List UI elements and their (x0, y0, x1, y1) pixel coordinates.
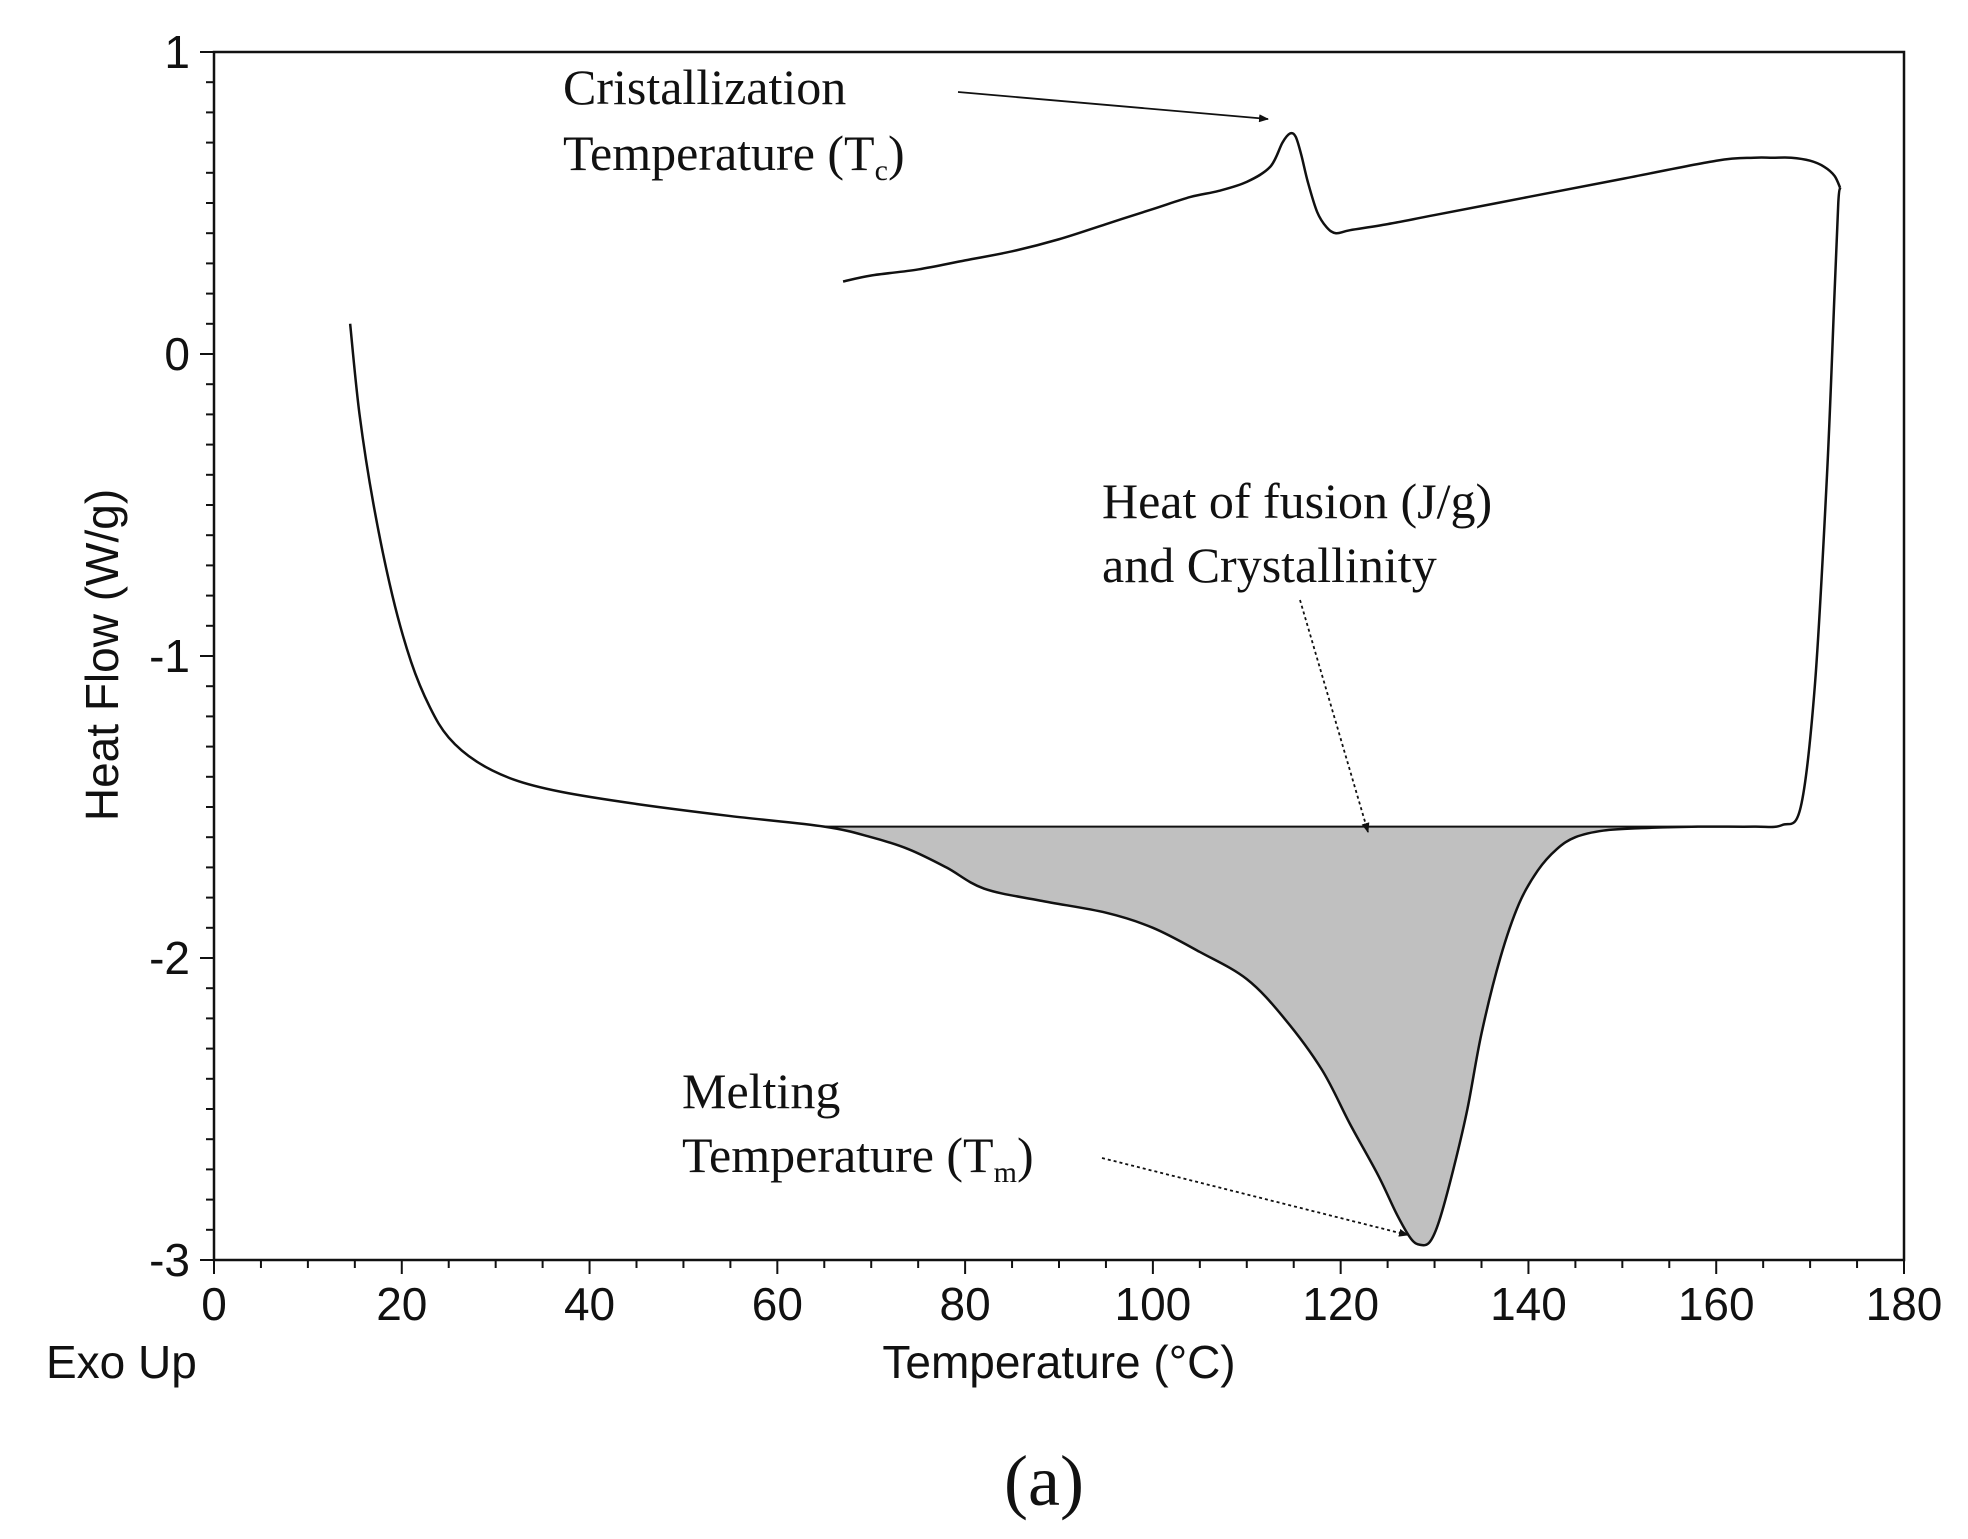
y-tick-label: 0 (164, 328, 190, 380)
annotation-melting-line1: Melting (682, 1063, 840, 1119)
y-tick-label: -2 (149, 932, 190, 984)
x-tick-label: 160 (1678, 1278, 1755, 1330)
figure-caption: (a) (1004, 1441, 1084, 1521)
series-line-cooling (842, 131, 1842, 283)
annotation-heat-of-fusion-line2: and Crystallinity (1102, 537, 1437, 593)
annotation-heat-of-fusion-line1: Heat of fusion (J/g) (1102, 473, 1492, 529)
annotation-crystallization: Cristallization Temperature (Tc) (563, 59, 1269, 187)
annotation-melting: Melting Temperature (Tm) (682, 1063, 1409, 1237)
x-axis-title: Temperature (°C) (882, 1336, 1235, 1388)
annotation-melting-line2: Temperature (Tm) (682, 1127, 1034, 1189)
x-tick-label: 60 (752, 1278, 803, 1330)
y-tick-label: -1 (149, 630, 190, 682)
annotation-crystallization-line1: Cristallization (563, 59, 846, 115)
y-axis-title: Heat Flow (W/g) (76, 489, 128, 821)
x-tick-label: 180 (1866, 1278, 1943, 1330)
y-tick-label: -3 (149, 1234, 190, 1286)
heat-of-fusion-area (824, 826, 1698, 1246)
plot-frame (212, 50, 1906, 1262)
y-tick-label: 1 (164, 26, 190, 78)
x-tick-label: 20 (376, 1278, 427, 1330)
annotation-melting-arrow (1101, 1157, 1409, 1237)
series-line-heating (348, 187, 1842, 1247)
x-tick-label: 100 (1115, 1278, 1192, 1330)
x-tick-label: 80 (940, 1278, 991, 1330)
annotation-crystallization-arrow (957, 91, 1269, 123)
x-tick-label: 0 (201, 1278, 227, 1330)
annotation-crystallization-line2: Temperature (Tc) (563, 125, 905, 187)
exo-up-label: Exo Up (46, 1336, 197, 1388)
x-tick-label: 140 (1490, 1278, 1567, 1330)
annotation-heat-of-fusion: Heat of fusion (J/g) and Crystallinity (1102, 473, 1492, 833)
annotation-heat-of-fusion-arrow (1299, 599, 1370, 833)
x-tick-label: 40 (564, 1278, 615, 1330)
x-tick-label: 120 (1302, 1278, 1379, 1330)
